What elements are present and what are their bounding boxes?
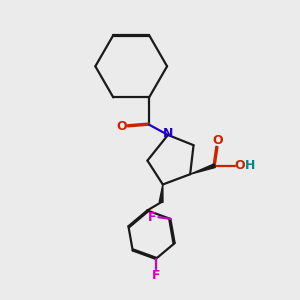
Polygon shape xyxy=(190,164,215,174)
Text: O: O xyxy=(234,159,245,172)
Polygon shape xyxy=(159,184,163,202)
Text: H: H xyxy=(245,158,255,172)
Text: N: N xyxy=(163,127,173,140)
Text: O: O xyxy=(116,120,127,133)
Text: F: F xyxy=(152,269,160,282)
Text: O: O xyxy=(212,134,223,147)
Text: F: F xyxy=(148,211,157,224)
